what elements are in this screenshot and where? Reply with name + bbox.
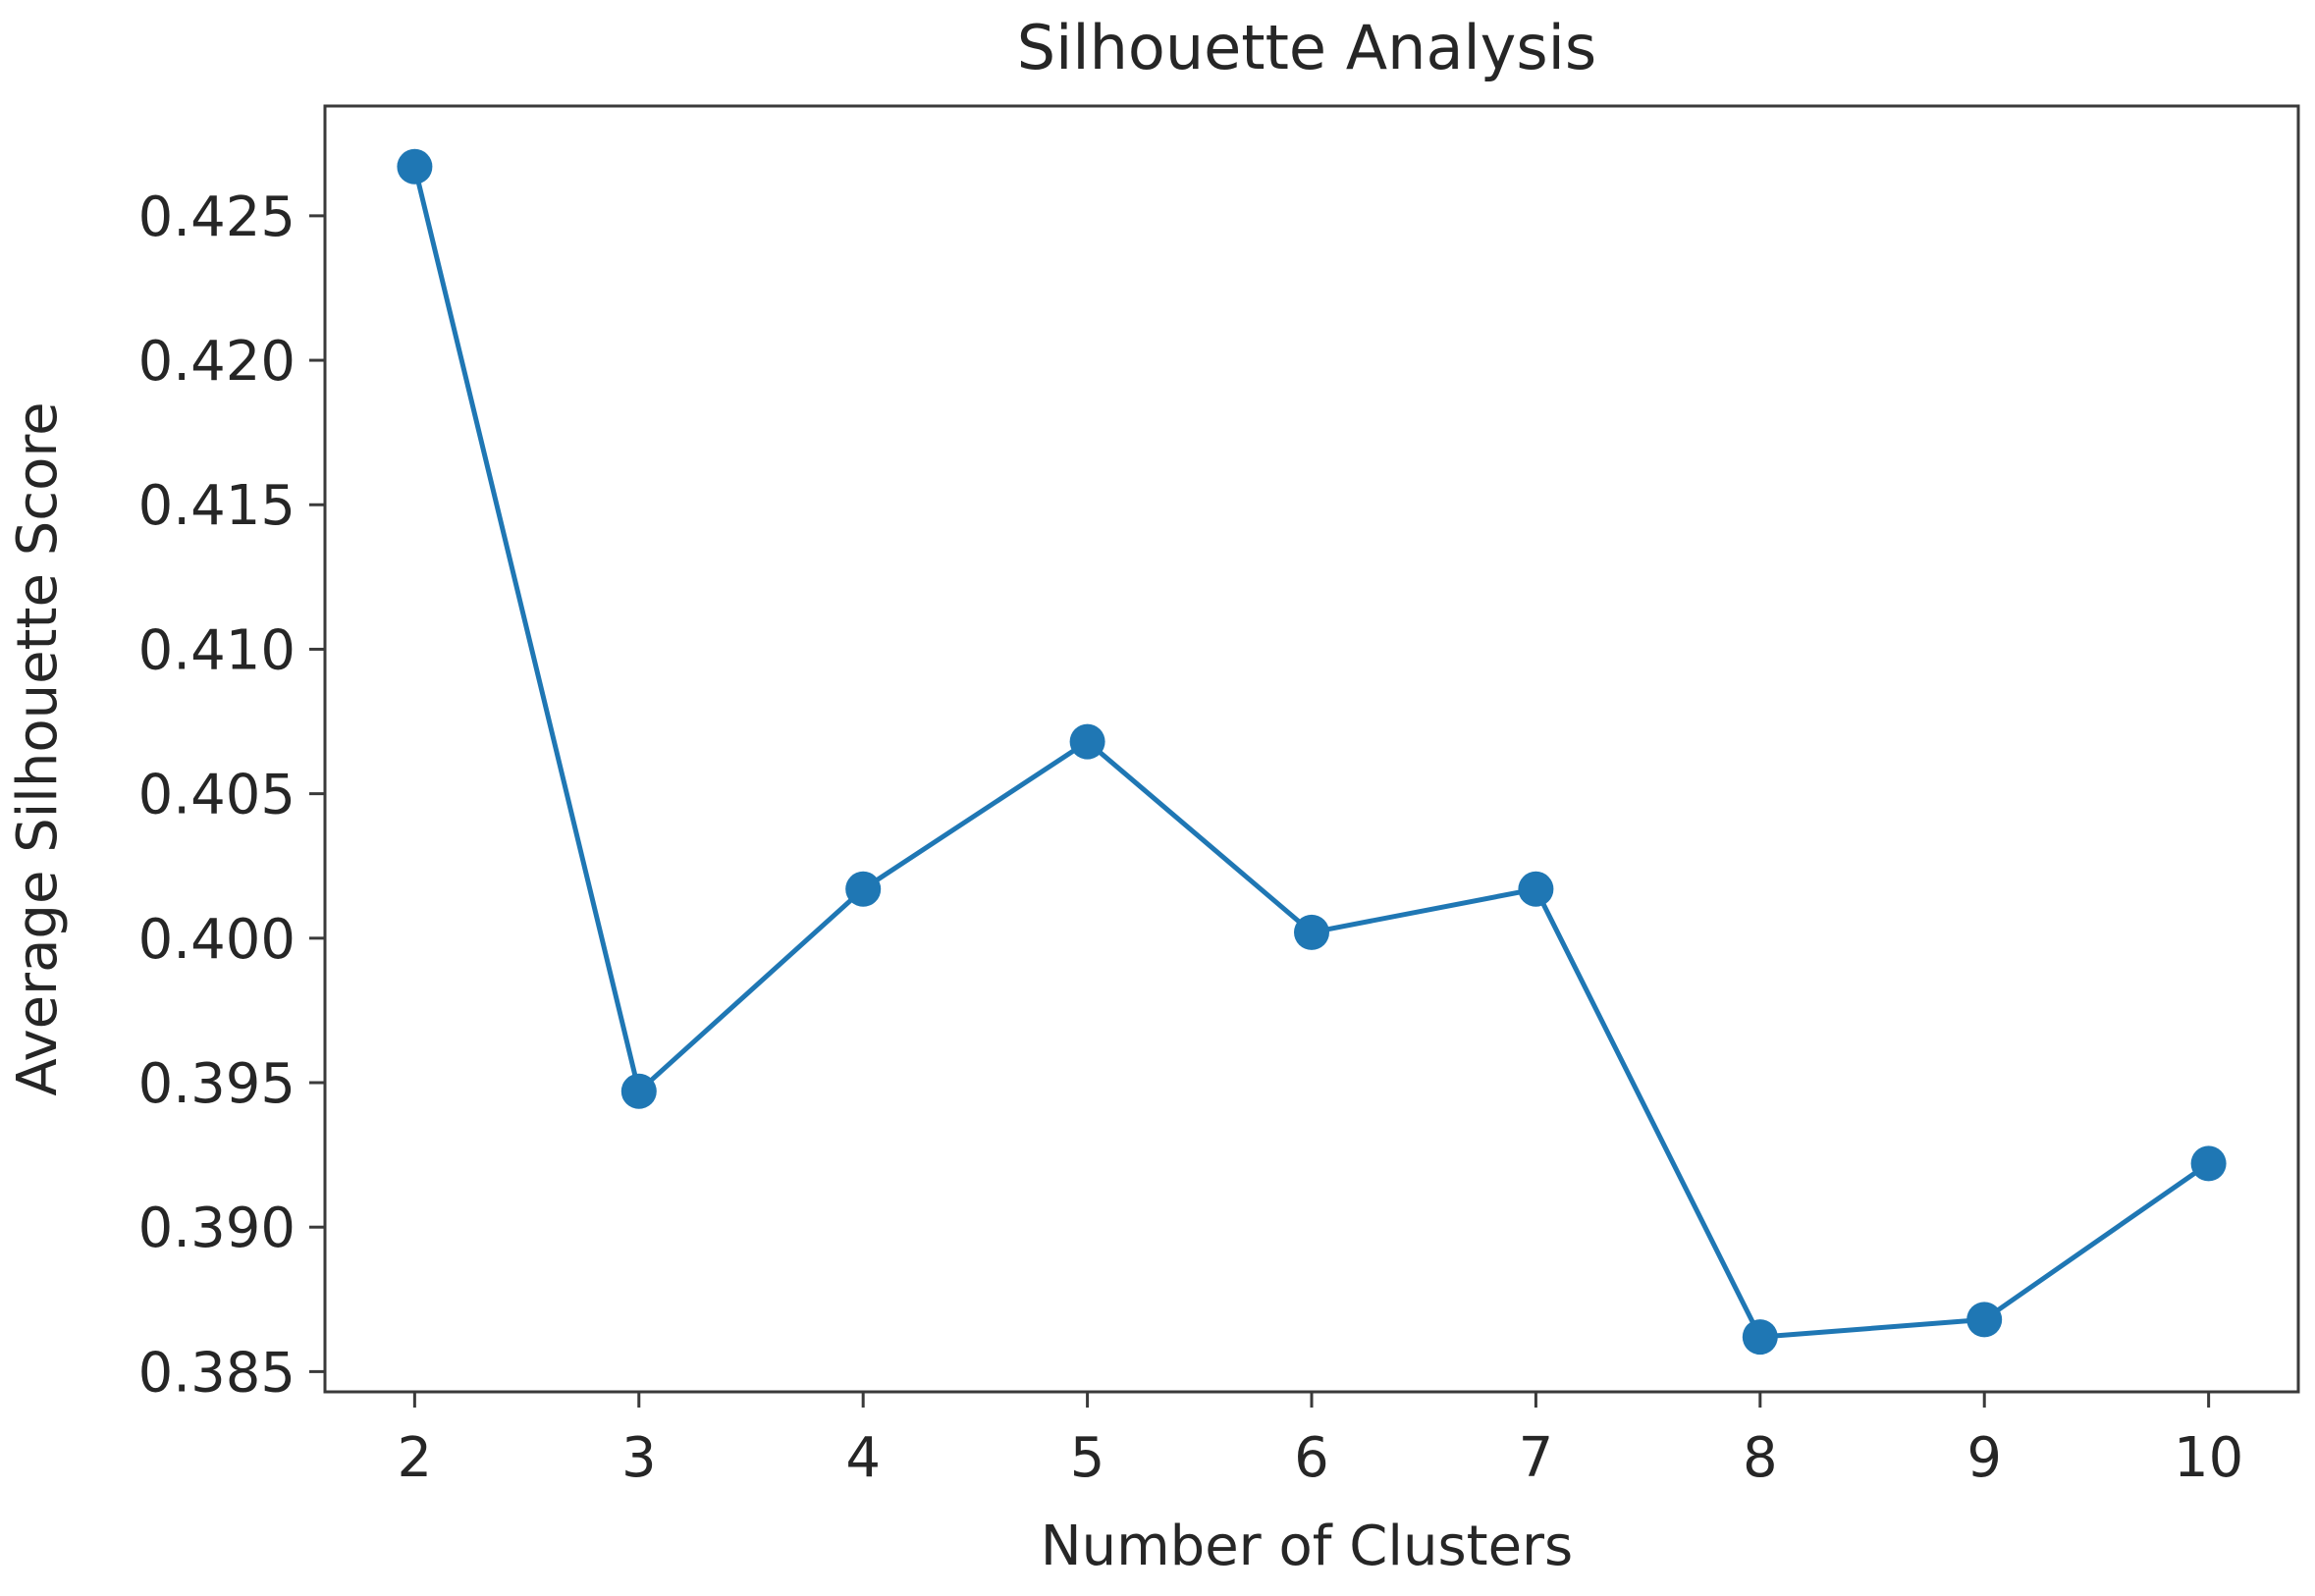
data-point xyxy=(2190,1145,2227,1182)
series-group xyxy=(397,148,2227,1356)
x-axis-ticks: 2 3 4 5 6 7 8 9 10 xyxy=(398,1392,2243,1490)
data-point xyxy=(1518,871,1554,907)
x-tick-label: 8 xyxy=(1743,1426,1778,1490)
x-tick-label: 5 xyxy=(1070,1426,1105,1490)
y-axis-label: Average Silhouette Score xyxy=(6,401,70,1095)
y-tick-label: 0.395 xyxy=(138,1052,296,1116)
data-point xyxy=(397,148,433,185)
x-tick-label: 2 xyxy=(398,1426,433,1490)
y-tick-label: 0.415 xyxy=(138,474,296,538)
data-point xyxy=(620,1073,657,1109)
y-tick-label: 0.400 xyxy=(138,908,296,972)
x-tick-label: 3 xyxy=(621,1426,657,1490)
x-axis-label: Number of Clusters xyxy=(1041,1515,1573,1578)
y-tick-label: 0.385 xyxy=(138,1341,296,1405)
y-axis-ticks: 0.385 0.390 0.395 0.400 0.405 0.410 0.415 0.420… xyxy=(138,186,325,1405)
y-tick-label: 0.410 xyxy=(138,618,296,682)
y-tick-label: 0.390 xyxy=(138,1197,296,1260)
data-point xyxy=(1742,1319,1778,1356)
x-tick-label: 4 xyxy=(845,1426,881,1490)
x-tick-label: 10 xyxy=(2174,1426,2243,1490)
plot-area: 2 3 4 5 6 7 8 9 10 0.385 0.390 0.395 0.400 0.405 0.41… xyxy=(138,104,2300,1490)
y-tick-label: 0.425 xyxy=(138,186,296,249)
data-point xyxy=(1294,914,1329,950)
y-tick-label: 0.405 xyxy=(138,764,296,827)
y-tick-label: 0.420 xyxy=(138,330,296,394)
x-tick-label: 9 xyxy=(1966,1426,2002,1490)
data-point xyxy=(1069,723,1105,760)
data-point xyxy=(845,871,882,907)
chart-title: Silhouette Analysis xyxy=(1017,12,1596,83)
x-tick-label: 7 xyxy=(1519,1426,1554,1490)
x-tick-label: 6 xyxy=(1294,1426,1329,1490)
data-point xyxy=(1966,1302,2003,1338)
